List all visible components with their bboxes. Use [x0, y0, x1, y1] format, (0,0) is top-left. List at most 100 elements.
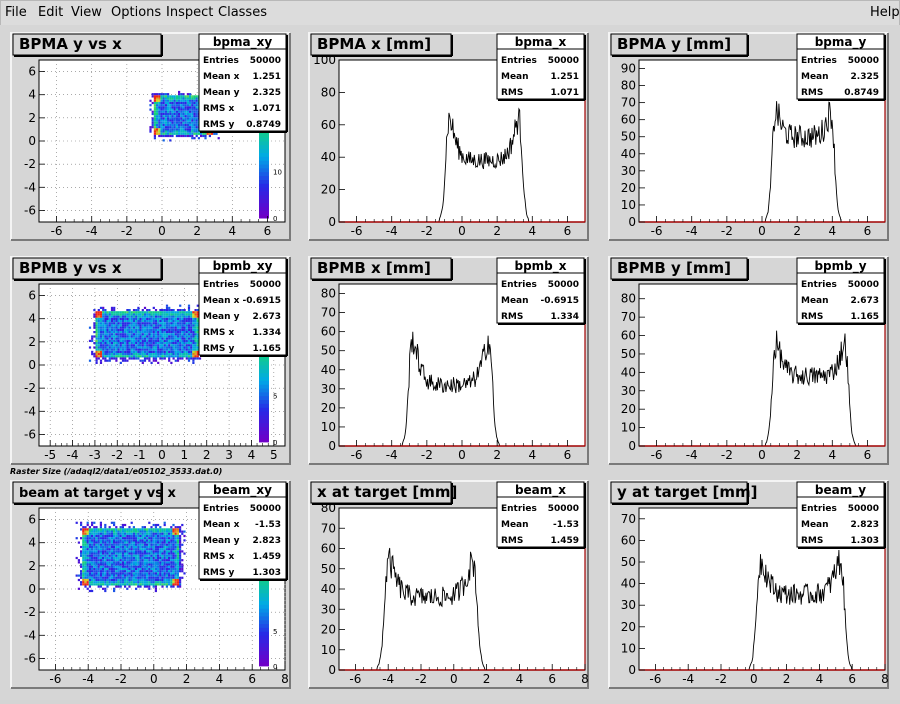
- heatmap-cell: [117, 530, 120, 533]
- heatmap-cell: [108, 567, 111, 571]
- heatmap-cell: [169, 115, 172, 118]
- heatmap-cell: [126, 328, 129, 331]
- heatmap-cell: [195, 126, 198, 129]
- menu-edit[interactable]: Edit: [38, 5, 64, 20]
- heatmap-cell: [157, 565, 160, 568]
- heatmap-cell: [159, 581, 162, 584]
- x-tick-label: -4: [686, 448, 698, 462]
- heatmap-cell: [174, 530, 177, 533]
- heatmap-cell: [84, 552, 87, 555]
- heatmap-cell: [179, 322, 182, 325]
- color-scale-segment: [259, 372, 269, 377]
- heatmap-cell: [117, 583, 120, 586]
- menu-help[interactable]: Help: [870, 5, 900, 20]
- heatmap-cell: [151, 95, 154, 98]
- heatmap-cell: [173, 123, 176, 127]
- heatmap-cell: [106, 317, 109, 320]
- heatmap-cell: [163, 355, 166, 358]
- heatmap-cell: [176, 328, 180, 331]
- stats-key: RMS: [801, 88, 823, 98]
- menu-view[interactable]: View: [71, 5, 102, 20]
- heatmap-cell: [172, 339, 175, 342]
- stats-value: 0.8749: [246, 120, 281, 130]
- heatmap-cell: [172, 317, 175, 320]
- heatmap-cell: [165, 578, 168, 582]
- heatmap-cell: [93, 581, 96, 584]
- heatmap-cell: [181, 348, 184, 351]
- heatmap-cell: [84, 528, 87, 531]
- heatmap-cell: [162, 112, 165, 116]
- heatmap-cell: [150, 320, 153, 323]
- heatmap-cell: [150, 344, 153, 347]
- menu-options[interactable]: Options: [111, 5, 162, 20]
- heatmap-cell: [106, 324, 109, 327]
- heatmap-cell: [126, 353, 129, 356]
- stats-key: RMS y: [203, 120, 235, 130]
- heatmap-cell: [102, 572, 105, 575]
- menu-file[interactable]: File: [5, 5, 27, 20]
- heatmap-cell: [148, 545, 151, 549]
- heatmap-cell: [104, 539, 107, 542]
- heatmap-cell: [174, 324, 177, 327]
- heatmap-cell: [183, 333, 186, 336]
- x-tick-label: 8: [281, 672, 289, 686]
- heatmap-cell: [193, 97, 196, 100]
- menu-inspect[interactable]: Inspect: [166, 5, 214, 20]
- heatmap-cell: [108, 333, 111, 336]
- heatmap-cell: [157, 331, 160, 334]
- heatmap-cell: [113, 328, 116, 331]
- heatmap-cell: [181, 315, 184, 318]
- heatmap-cell: [135, 309, 138, 312]
- color-scale-label: 0: [273, 663, 277, 671]
- heatmap-cell: [179, 539, 182, 542]
- heatmap-cell: [95, 554, 98, 557]
- stats-value: 2.823: [851, 520, 879, 530]
- heatmap-cell: [77, 578, 80, 582]
- stats-box-frame: [496, 257, 585, 324]
- heatmap-cell: [168, 339, 171, 342]
- heatmap-cell: [170, 530, 173, 533]
- heatmap-cell: [154, 311, 158, 314]
- heatmap-cell: [121, 359, 125, 362]
- x-tick-label: -6: [651, 448, 663, 462]
- heatmap-cell: [183, 337, 186, 340]
- heatmap-cell: [151, 117, 154, 120]
- heatmap-cell: [150, 348, 153, 351]
- heatmap-cell: [182, 112, 185, 116]
- heatmap-cell: [113, 565, 116, 568]
- heatmap-cell: [174, 348, 177, 351]
- heatmap-cell: [108, 315, 111, 318]
- heatmap-cell: [121, 350, 125, 353]
- root-canvas[interactable]: 0 10 -6 -4 -2 0 2 4 6 -6 -4 -2 0 2 4 6 BPMA y vs x bpma_x…: [0, 25, 900, 700]
- pad-bevel-dark: [309, 33, 589, 241]
- heatmap-cell: [121, 337, 125, 340]
- heatmap-cell: [143, 563, 146, 566]
- heatmap-cell: [193, 128, 196, 131]
- heatmap-cell: [132, 328, 136, 331]
- heatmap-cell: [152, 344, 155, 347]
- heatmap-cell: [172, 578, 175, 582]
- heatmap-cell: [143, 572, 146, 575]
- heatmap-cell: [113, 337, 116, 340]
- heatmap-cell: [126, 578, 129, 582]
- heatmap-cell: [95, 328, 98, 331]
- heatmap-cell: [170, 543, 173, 546]
- heatmap-cell: [148, 585, 151, 588]
- heatmap-cell: [106, 567, 109, 571]
- heatmap-cell: [119, 320, 122, 323]
- heatmap-cell: [148, 539, 151, 542]
- heatmap-cell: [157, 548, 160, 551]
- heatmap-cell: [82, 578, 85, 582]
- heatmap-cell: [150, 574, 153, 577]
- menu-classes[interactable]: Classes: [218, 5, 267, 20]
- heatmap-cell: [97, 313, 100, 316]
- heatmap-cell: [162, 99, 165, 102]
- heatmap-cell: [88, 539, 91, 542]
- heatmap-cell: [135, 537, 138, 540]
- heatmap-cell: [104, 537, 107, 540]
- heatmap-cell: [93, 537, 96, 540]
- heatmap-cell: [128, 320, 131, 323]
- heatmap-cell: [159, 574, 162, 577]
- heatmap-cell: [178, 104, 181, 107]
